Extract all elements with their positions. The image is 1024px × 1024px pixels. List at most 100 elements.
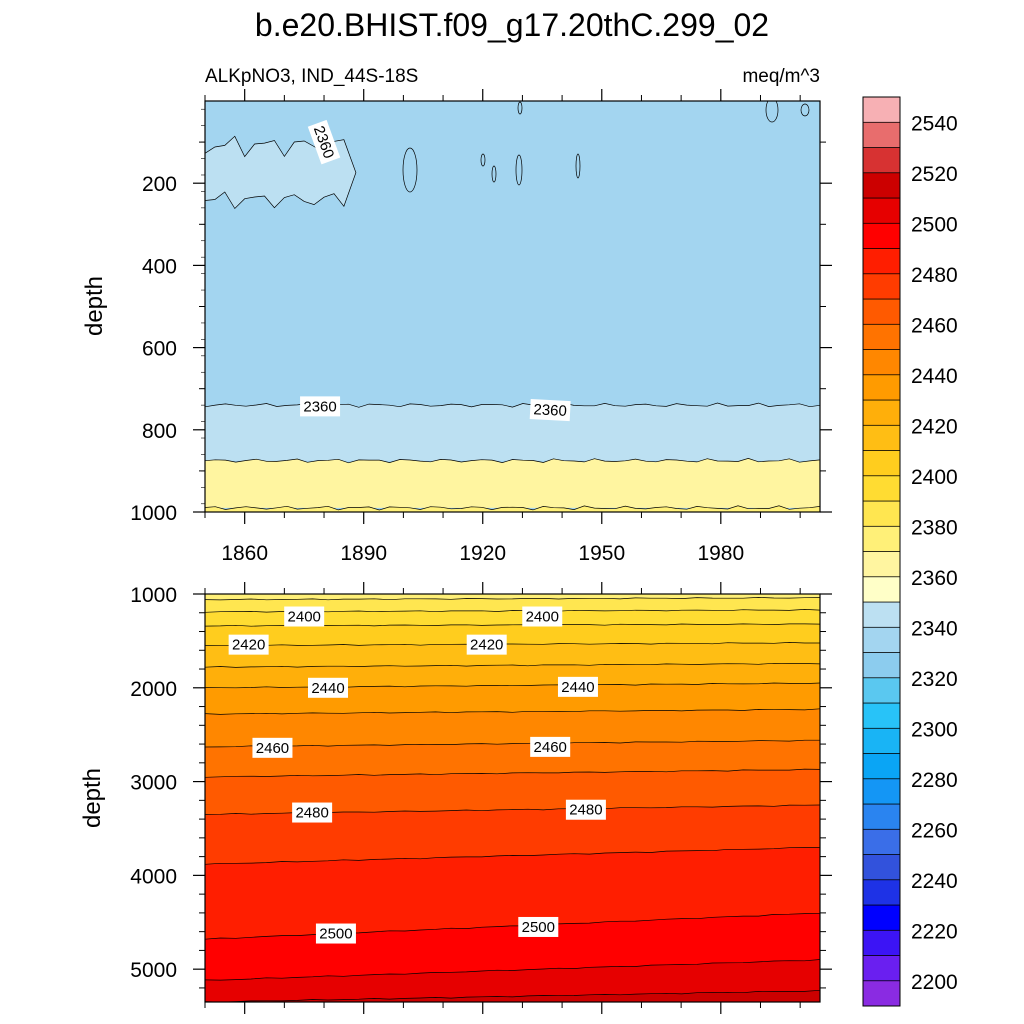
lower-y-tick-label: 4000 (130, 865, 177, 888)
upper-region-2350 (205, 403, 820, 461)
lower-contour-line-2520 (205, 989, 820, 1002)
lower-contour-label-text: 2500 (522, 919, 555, 936)
colorbar-swatch (862, 273, 901, 300)
lower-contour-label: 2500 (518, 916, 559, 937)
colorbar-tick-label: 2540 (911, 112, 958, 135)
colorbar-swatch (862, 601, 901, 628)
colorbar-swatch (862, 450, 901, 477)
colorbar-swatch (862, 500, 901, 527)
lower-y-tick-label: 5000 (130, 959, 177, 982)
lower-contour-label-bg (530, 736, 571, 757)
colorbar-swatch (862, 929, 901, 956)
upper-y-tick-label: 1000 (130, 502, 177, 525)
lower-contour-label-text: 2420 (470, 637, 503, 654)
lower-contour-label-text: 2420 (232, 637, 265, 654)
colorbar-tick-label: 2380 (911, 516, 958, 539)
colorbar-tick-label: 2400 (911, 466, 958, 489)
colorbar-tick-label: 2480 (911, 264, 958, 287)
colorbar-swatch (862, 702, 901, 729)
lower-contour-line-2430 (205, 662, 820, 668)
lower-contour-line-2510 (205, 959, 820, 981)
colorbar: 2200 2220 2240 2260 2280 2300 2320 2340 2360 2380… (862, 96, 958, 1007)
upper-y-tick-label: 800 (142, 420, 177, 443)
lower-contour-label-bg (522, 606, 563, 627)
colorbar-tick-label: 2300 (911, 718, 958, 741)
colorbar-swatch (862, 626, 901, 653)
lower-contour-label: 2440 (308, 677, 348, 698)
lower-contour-label: 2400 (284, 606, 325, 627)
colorbar-swatch (862, 248, 901, 275)
colorbar-swatch (862, 298, 901, 325)
lower-contour-label-bg (518, 916, 559, 937)
lower-contour-label-text: 2440 (561, 679, 594, 696)
colorbar-swatch (862, 778, 901, 805)
lower-contour-line-2390 (205, 597, 820, 601)
lower-contour-label-text: 2480 (295, 805, 328, 822)
colorbar-swatch (862, 803, 901, 830)
lower-contour-line-2500 (205, 912, 820, 940)
upper-contour-label-text: 2360 (533, 401, 567, 420)
colorbar-frame (862, 96, 901, 1007)
colorbar-swatch (862, 323, 901, 350)
colorbar-swatch (862, 879, 901, 906)
lower-contour-label-text: 2400 (288, 609, 321, 626)
colorbar-swatch (862, 854, 901, 881)
lower-contour-line-2490 (205, 847, 820, 865)
lower-contour-label: 2420 (228, 634, 269, 655)
lower-panel: 2400 2400 2420 2420 2440 2440 2460 2460 2480 2480… (130, 582, 832, 1014)
lower-plot-area: 2400 2400 2420 2420 2440 2440 2460 2460 2480 2480… (205, 594, 820, 1002)
lower-contour-label: 2400 (522, 606, 563, 627)
colorbar-swatch (862, 727, 901, 754)
colorbar-swatch (862, 172, 901, 199)
colorbar-tick-label: 2420 (911, 415, 958, 438)
upper-contour-blob (575, 153, 581, 179)
lower-y-axis-label: depth (79, 768, 106, 828)
upper-x-tick-label: 1980 (697, 542, 744, 565)
upper-contour-label: 2360 (300, 396, 341, 417)
colorbar-swatch (862, 96, 901, 123)
lower-contour-label-bg (284, 606, 325, 627)
colorbar-swatch (862, 197, 901, 224)
colorbar-swatch (862, 828, 901, 855)
upper-region-2370 (205, 458, 820, 508)
colorbar-swatch (862, 955, 901, 982)
lower-y-tick-label: 1000 (130, 584, 177, 607)
colorbar-swatch (862, 753, 901, 780)
colorbar-swatch (862, 121, 901, 148)
lower-contour-label-bg (466, 634, 507, 655)
colorbar-swatch (862, 652, 901, 679)
upper-contour-blob (800, 103, 810, 117)
lower-frame (204, 593, 821, 1003)
upper-contour-label: 2360 (529, 399, 571, 422)
lower-contour-label-text: 2460 (534, 739, 567, 756)
upper-y-tick-label: 600 (142, 338, 177, 361)
lower-contour-label-bg (308, 677, 348, 698)
colorbar-swatch (862, 147, 901, 174)
right-subtitle: meq/m^3 (742, 66, 820, 87)
upper-contour-blob (480, 153, 486, 167)
colorbar-swatch (862, 424, 901, 451)
lower-contour-line-2450 (205, 708, 820, 715)
lower-contour-label: 2460 (530, 736, 571, 757)
lower-contour-label: 2480 (565, 799, 606, 820)
lower-contour-line-2470 (205, 768, 820, 778)
lower-y-tick-label: 2000 (130, 678, 177, 701)
colorbar-swatch (862, 374, 901, 401)
colorbar-tick-label: 2220 (911, 920, 958, 943)
colorbar-tick-label: 2460 (911, 314, 958, 337)
colorbar-tick-label: 2280 (911, 769, 958, 792)
lower-contour-line-2440 (205, 682, 820, 689)
upper-contour-label-text: 2360 (303, 398, 336, 415)
colorbar-tick-label: 2340 (911, 617, 958, 640)
lower-contour-label-text: 2400 (526, 609, 559, 626)
lower-contour-label: 2480 (292, 802, 333, 823)
chart-title: b.e20.BHIST.f09_g17.20thC.299_02 (255, 7, 769, 43)
lower-contour-label-bg (252, 737, 293, 758)
colorbar-tick-label: 2360 (911, 567, 958, 590)
upper-y-axis-label: depth (81, 276, 108, 336)
lower-contour-label-bg (565, 799, 606, 820)
lower-contour-label-text: 2460 (256, 740, 289, 757)
lower-contour-label-bg (292, 802, 333, 823)
